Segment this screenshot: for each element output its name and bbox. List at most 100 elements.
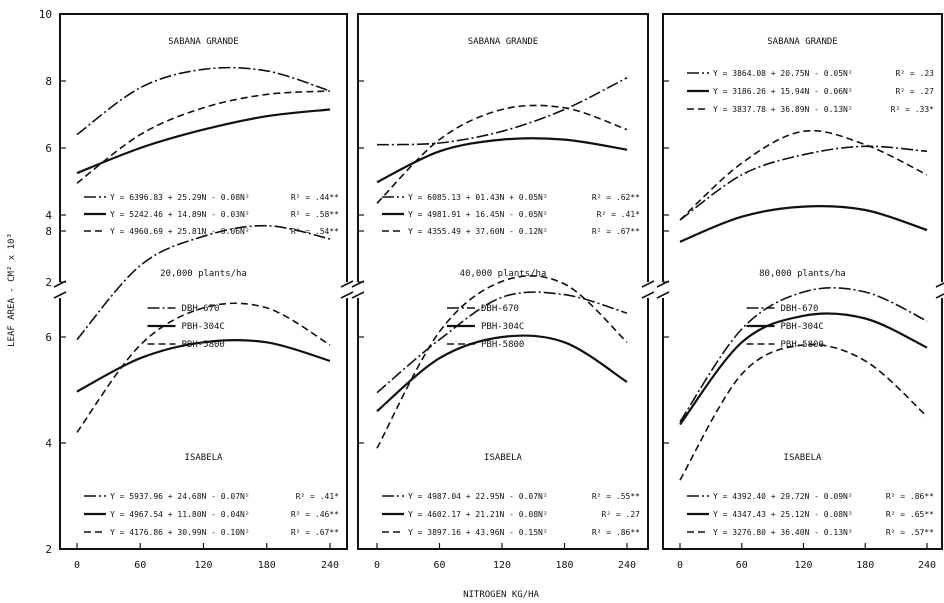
sabana-grande-curve-dbh-670 [679, 145, 928, 221]
x-tick-label: 0 [374, 560, 380, 571]
panel-frame [357, 13, 649, 550]
sabana-grande-equation: Y = 6396.83 + 25.29N - 0.08N² [110, 193, 250, 202]
location-title-sabana-grande: SABANA GRANDE [767, 37, 837, 47]
axis-break-mark [351, 291, 365, 299]
isabela-equation: Y = 3276.80 + 36.40N - 0.13N² [713, 528, 853, 537]
panel-3: 0 60 120 180 240 SABANA GRANDE ISABELA 80,000 p… [656, 13, 944, 571]
sabana-grande-curve-pbh-304c [376, 137, 628, 184]
sabana-grande-r-squared: R² = .62** [592, 193, 640, 202]
legend-label: PBH-304C [781, 322, 824, 332]
axis-break-gap [354, 282, 362, 298]
sabana-grande-curve-dbh-670 [76, 66, 331, 136]
panel-1: 0 60 120 180 240 SABANA GRANDE ISABELA 20,000 p… [53, 13, 354, 571]
isabela-curve-dbh-670 [76, 224, 331, 341]
axis-break-mark [340, 280, 354, 288]
isabela-equation: Y = 5937.96 + 24.68N - 0.07N² [110, 492, 250, 501]
sabana-grande-curve-dbh-670 [376, 76, 628, 146]
x-tick-label: 0 [74, 560, 80, 571]
x-tick-label: 240 [618, 560, 636, 571]
sabana-grande-curve-pbh-304c [76, 108, 331, 175]
isabela-r-squared: R² = .67** [291, 528, 339, 537]
isabela-equation: Y = 4176.86 + 30.99N - 0.10N² [110, 528, 250, 537]
y-tick-label-top: 10 [39, 8, 52, 21]
sabana-grande-r-squared: R² = .67** [592, 227, 640, 236]
isabela-r-squared: R² = .27 [601, 510, 640, 519]
isabela-curve-dbh-670 [679, 287, 928, 423]
x-tick-label: 180 [555, 560, 573, 571]
density-label: 20,000 plants/ha [160, 269, 247, 279]
x-tick-label: 60 [134, 560, 146, 571]
sabana-grande-curve-pbh-304c [679, 205, 928, 243]
sabana-grande-equation: Y = 4355.49 + 37.60N - 0.12N² [408, 227, 548, 236]
legend-label: PBH-5800 [481, 340, 524, 350]
sabana-grande-equation: Y = 5242.46 + 14.89N - 0.03N² [110, 210, 250, 219]
isabela-r-squared: R² = .55** [592, 492, 640, 501]
x-tick-label: 120 [794, 560, 812, 571]
sabana-grande-r-squared: R² = .27 [895, 87, 934, 96]
axis-break-mark [340, 291, 354, 299]
legend-label: DBH-670 [781, 304, 819, 314]
isabela-curve-pbh-304c [76, 339, 331, 393]
axis-break-mark [641, 280, 655, 288]
y-tick-label-bottom: 2 [45, 543, 52, 556]
y-tick-label-top: 2 [45, 276, 52, 289]
axis-break-gap [343, 282, 351, 298]
sabana-grande-curve-pbh-5800 [376, 104, 628, 204]
sabana-grande-r-squared: R² = .23 [895, 69, 934, 78]
x-tick-label: 60 [736, 560, 748, 571]
isabela-curve-pbh-5800 [679, 343, 928, 481]
y-tick-label-top: 8 [45, 75, 52, 88]
x-tick-label: 120 [493, 560, 511, 571]
location-title-sabana-grande: SABANA GRANDE [468, 37, 538, 47]
isabela-equation: Y = 4987.04 + 22.95N - 0.07N² [408, 492, 548, 501]
axis-break-gap [938, 282, 944, 298]
location-title-isabela: ISABELA [484, 453, 523, 463]
sabana-grande-equation: Y = 3186.26 + 15.94N - 0.06N² [713, 87, 853, 96]
legend-label: PBH-304C [481, 322, 524, 332]
y-tick-label-bottom: 8 [45, 225, 52, 238]
panel-frame [59, 13, 348, 550]
axis-break-mark [641, 291, 655, 299]
x-tick-label: 60 [433, 560, 445, 571]
x-tick-label: 180 [856, 560, 874, 571]
isabela-equation: Y = 4392.40 + 29.72N - 0.09N² [713, 492, 853, 501]
axis-break-mark [656, 291, 670, 299]
isabela-curve-pbh-304c [376, 334, 628, 413]
isabela-equation: Y = 4347.43 + 25.12N - 0.08N² [713, 510, 853, 519]
legend-label: PBH-5800 [182, 340, 225, 350]
sabana-grande-r-squared: R² = .44** [291, 193, 339, 202]
isabela-r-squared: R² = .86** [886, 492, 934, 501]
y-tick-label-top: 6 [45, 142, 52, 155]
x-tick-label: 0 [677, 560, 683, 571]
isabela-curve-pbh-304c [679, 312, 928, 426]
x-axis-label: NITROGEN KG/HA [463, 590, 539, 600]
sabana-grande-equation: Y = 3837.78 + 36.89N - 0.13N² [713, 105, 853, 114]
y-axis-label: LEAF AREA - CM² x 10³ [7, 233, 17, 347]
x-tick-label: 120 [194, 560, 212, 571]
axis-break-gap [659, 282, 667, 298]
sabana-grande-equation: Y = 3864.08 + 20.75N - 0.05N² [713, 69, 853, 78]
x-tick-label: 180 [258, 560, 276, 571]
y-tick-label-top: 4 [45, 209, 52, 222]
axis-break-mark [935, 282, 944, 288]
sabana-grande-equation: Y = 4981.91 + 16.45N - 0.05N² [408, 210, 548, 219]
isabela-curve-pbh-5800 [76, 302, 331, 433]
location-title-isabela: ISABELA [185, 453, 224, 463]
sabana-grande-curve-pbh-5800 [76, 90, 331, 184]
legend-label: DBH-670 [481, 304, 519, 314]
axis-break-gap [644, 282, 652, 298]
panel-2: 0 60 120 180 240 SABANA GRANDE ISABELA 40,000 p… [351, 13, 655, 571]
density-label: 40,000 plants/ha [460, 269, 547, 279]
isabela-r-squared: R² = .46** [291, 510, 339, 519]
axis-break-mark [53, 291, 67, 299]
isabela-r-squared: R² = .57** [886, 528, 934, 537]
x-tick-label: 240 [918, 560, 936, 571]
density-label: 80,000 plants/ha [759, 269, 846, 279]
panel-frame [662, 13, 943, 550]
sabana-grande-r-squared: R² = .58** [291, 210, 339, 219]
sabana-grande-r-squared: R² = .33* [891, 105, 935, 114]
sabana-grande-equation: Y = 6085.13 + 01.43N + 0.05N² [408, 193, 548, 202]
y-tick-label-bottom: 6 [45, 331, 52, 344]
isabela-r-squared: R² = .65** [886, 510, 934, 519]
